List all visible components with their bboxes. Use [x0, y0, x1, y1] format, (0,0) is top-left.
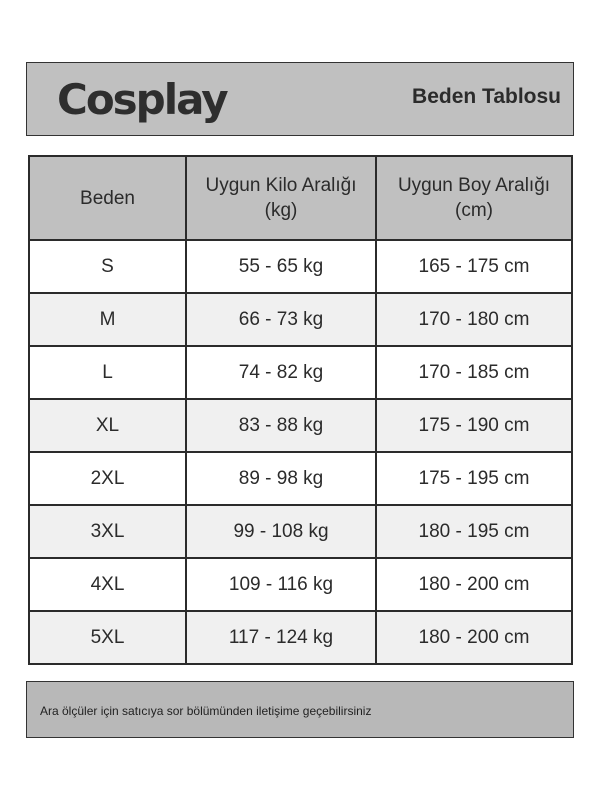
- weight-range-cell: 89 - 98 kg: [185, 451, 377, 506]
- size-cell: L: [28, 345, 187, 400]
- footer-note: Ara ölçüler için satıcıya sor bölümünden…: [40, 704, 372, 718]
- table-row: 4XL 109 - 116 kg 180 - 200 cm: [28, 557, 573, 612]
- weight-range-cell: 66 - 73 kg: [185, 292, 377, 347]
- weight-range-cell: 117 - 124 kg: [185, 610, 377, 665]
- table-header-row: Beden Uygun Kilo Aralığı (kg) Uygun Boy …: [28, 155, 573, 241]
- size-cell: S: [28, 239, 187, 294]
- weight-range-cell: 74 - 82 kg: [185, 345, 377, 400]
- table-row: XL 83 - 88 kg 175 - 190 cm: [28, 398, 573, 453]
- size-cell: 2XL: [28, 451, 187, 506]
- table-row: 3XL 99 - 108 kg 180 - 195 cm: [28, 504, 573, 559]
- weight-range-cell: 99 - 108 kg: [185, 504, 377, 559]
- column-header-size: Beden: [28, 155, 187, 241]
- table-row: 5XL 117 - 124 kg 180 - 200 cm: [28, 610, 573, 665]
- column-header-height: Uygun Boy Aralığı (cm): [375, 155, 573, 241]
- height-range-cell: 175 - 190 cm: [375, 398, 573, 453]
- brand-logo: Cosplay: [57, 75, 229, 124]
- height-range-cell: 180 - 195 cm: [375, 504, 573, 559]
- table-row: M 66 - 73 kg 170 - 180 cm: [28, 292, 573, 347]
- height-range-cell: 180 - 200 cm: [375, 610, 573, 665]
- header-banner: Cosplay Beden Tablosu: [26, 62, 574, 136]
- height-range-cell: 180 - 200 cm: [375, 557, 573, 612]
- size-cell: 3XL: [28, 504, 187, 559]
- height-range-cell: 165 - 175 cm: [375, 239, 573, 294]
- size-cell: 5XL: [28, 610, 187, 665]
- table-row: S 55 - 65 kg 165 - 175 cm: [28, 239, 573, 294]
- weight-range-cell: 83 - 88 kg: [185, 398, 377, 453]
- column-header-weight: Uygun Kilo Aralığı (kg): [185, 155, 377, 241]
- page-title: Beden Tablosu: [412, 85, 561, 108]
- table-row: 2XL 89 - 98 kg 175 - 195 cm: [28, 451, 573, 506]
- height-range-cell: 170 - 180 cm: [375, 292, 573, 347]
- size-cell: XL: [28, 398, 187, 453]
- size-cell: M: [28, 292, 187, 347]
- height-range-cell: 170 - 185 cm: [375, 345, 573, 400]
- table-row: L 74 - 82 kg 170 - 185 cm: [28, 345, 573, 400]
- height-range-cell: 175 - 195 cm: [375, 451, 573, 506]
- weight-range-cell: 55 - 65 kg: [185, 239, 377, 294]
- footer-note-box: Ara ölçüler için satıcıya sor bölümünden…: [26, 681, 574, 738]
- size-cell: 4XL: [28, 557, 187, 612]
- size-table: Beden Uygun Kilo Aralığı (kg) Uygun Boy …: [28, 155, 573, 665]
- weight-range-cell: 109 - 116 kg: [185, 557, 377, 612]
